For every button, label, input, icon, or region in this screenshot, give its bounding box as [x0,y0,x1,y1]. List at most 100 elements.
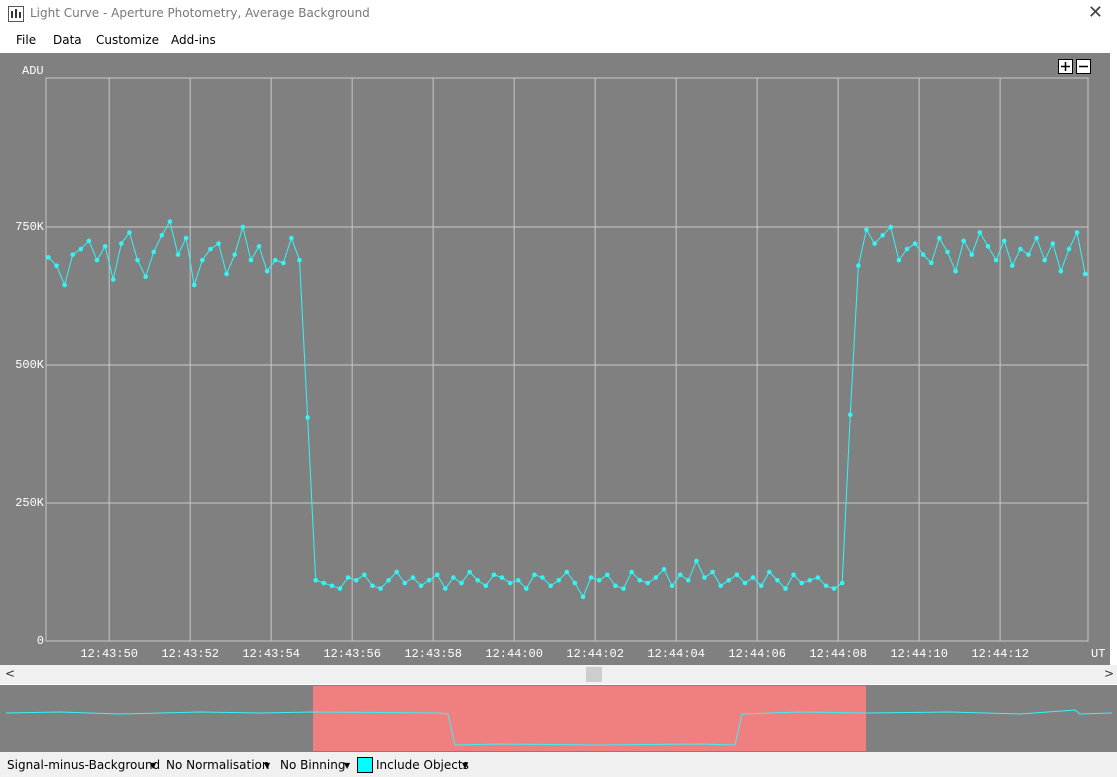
data-point [143,274,148,280]
data-point [880,233,885,238]
data-point [378,586,383,591]
data-point [799,580,804,586]
menu-item[interactable]: Customize [96,33,159,47]
zoom-in[interactable] [1058,59,1073,74]
data-point [459,580,464,586]
x-tick-label: 12:43:50 [80,647,138,661]
overview-line [5,709,1113,746]
dropdown-arrow: ▼ [150,761,157,770]
zoom-out[interactable] [1076,59,1091,74]
data-point [353,577,359,583]
data-point [256,244,262,249]
data-point [637,577,642,583]
data-point [297,257,302,263]
data-point [248,257,254,263]
data-point [783,586,788,591]
data-point [977,230,983,235]
dropdown-arrow: ▼ [344,761,351,770]
data-point [815,575,821,580]
scroll-left[interactable]: < [5,667,15,681]
x-tick-label: 12:44:08 [809,647,867,661]
data-point [564,569,570,575]
data-point [653,575,659,580]
data-point [669,583,675,589]
x-tick-label: 12:44:10 [890,647,948,661]
menu-item[interactable]: File [16,33,37,47]
data-point [613,583,618,589]
data-point [305,415,310,420]
objects-dropdown[interactable]: Include Objects [376,758,469,772]
data-point [167,219,173,224]
data-point [718,583,723,589]
data-point [1082,271,1088,277]
data-point [191,282,197,288]
data-point [750,575,756,580]
data-point [775,577,780,583]
y-tick-label: 500K [15,358,45,372]
app-icon [8,6,24,22]
data-point [426,577,432,583]
data-point [847,412,853,417]
data-point [62,282,67,288]
data-point [78,246,84,252]
x-tick-label: 12:44:06 [728,647,786,661]
data-point [807,577,813,583]
data-point [985,244,991,249]
data-point [580,594,586,600]
data-point [1058,268,1064,274]
data-point [402,580,408,586]
data-point [677,572,683,578]
scrollbar[interactable] [0,665,1117,684]
window-title: Light Curve - Aperture Photometry, Avera… [30,6,370,20]
data-point [702,575,707,580]
title-bar: Light Curve - Aperture Photometry, Avera… [0,0,1117,28]
menu-item[interactable]: Add-ins [171,33,216,47]
data-point [386,577,391,583]
y-tick-label: 0 [37,634,44,648]
data-point [467,569,472,575]
objects-color[interactable] [357,757,373,773]
x-axis-label: UT [1091,647,1105,661]
menu-item[interactable]: Data [53,33,82,47]
data-point [329,583,335,589]
data-point [240,224,246,230]
data-point [216,241,221,246]
data-point [370,583,375,589]
data-point [791,572,796,578]
edge [1110,53,1117,665]
data-point [629,569,634,575]
scroll-right[interactable]: > [1104,667,1114,681]
chart: ADU UT < > 0 250K 500K 750K 12:43:50 12:43:52… [0,53,1117,752]
signal-dropdown[interactable]: Signal-minus-Background [7,758,161,772]
data-point [1026,252,1031,257]
data-point [119,241,124,246]
data-point [872,241,877,246]
data-point [451,575,456,580]
data-point [928,260,934,266]
data-point [993,257,999,263]
scroll-thumb[interactable] [586,667,602,682]
dropdown-arrow: ▼ [264,761,271,770]
data-point [710,569,715,575]
data-point [507,580,513,586]
binning-dropdown[interactable]: No Binning [280,758,346,772]
data-point [588,575,594,580]
y-axis-label: ADU [22,64,44,78]
data-point [94,257,100,263]
data-point [912,241,918,246]
normalisation-dropdown[interactable]: No Normalisation [166,758,270,772]
data-point [864,227,869,233]
overview-selection[interactable] [313,686,866,751]
status-bar: Signal-minus-Background ▼ No Normalisatio… [0,752,1117,777]
x-tick-label: 12:43:54 [242,647,300,661]
data-point [604,572,610,578]
data-point [434,572,440,578]
menu-bar: File Data Customize Add-ins [0,28,1117,53]
data-point [831,586,837,591]
data-point [418,583,424,589]
x-tick-label: 12:44:00 [485,647,543,661]
data-point [515,577,521,583]
close-button[interactable]: ✕ [1087,2,1103,23]
data-point [232,252,238,257]
